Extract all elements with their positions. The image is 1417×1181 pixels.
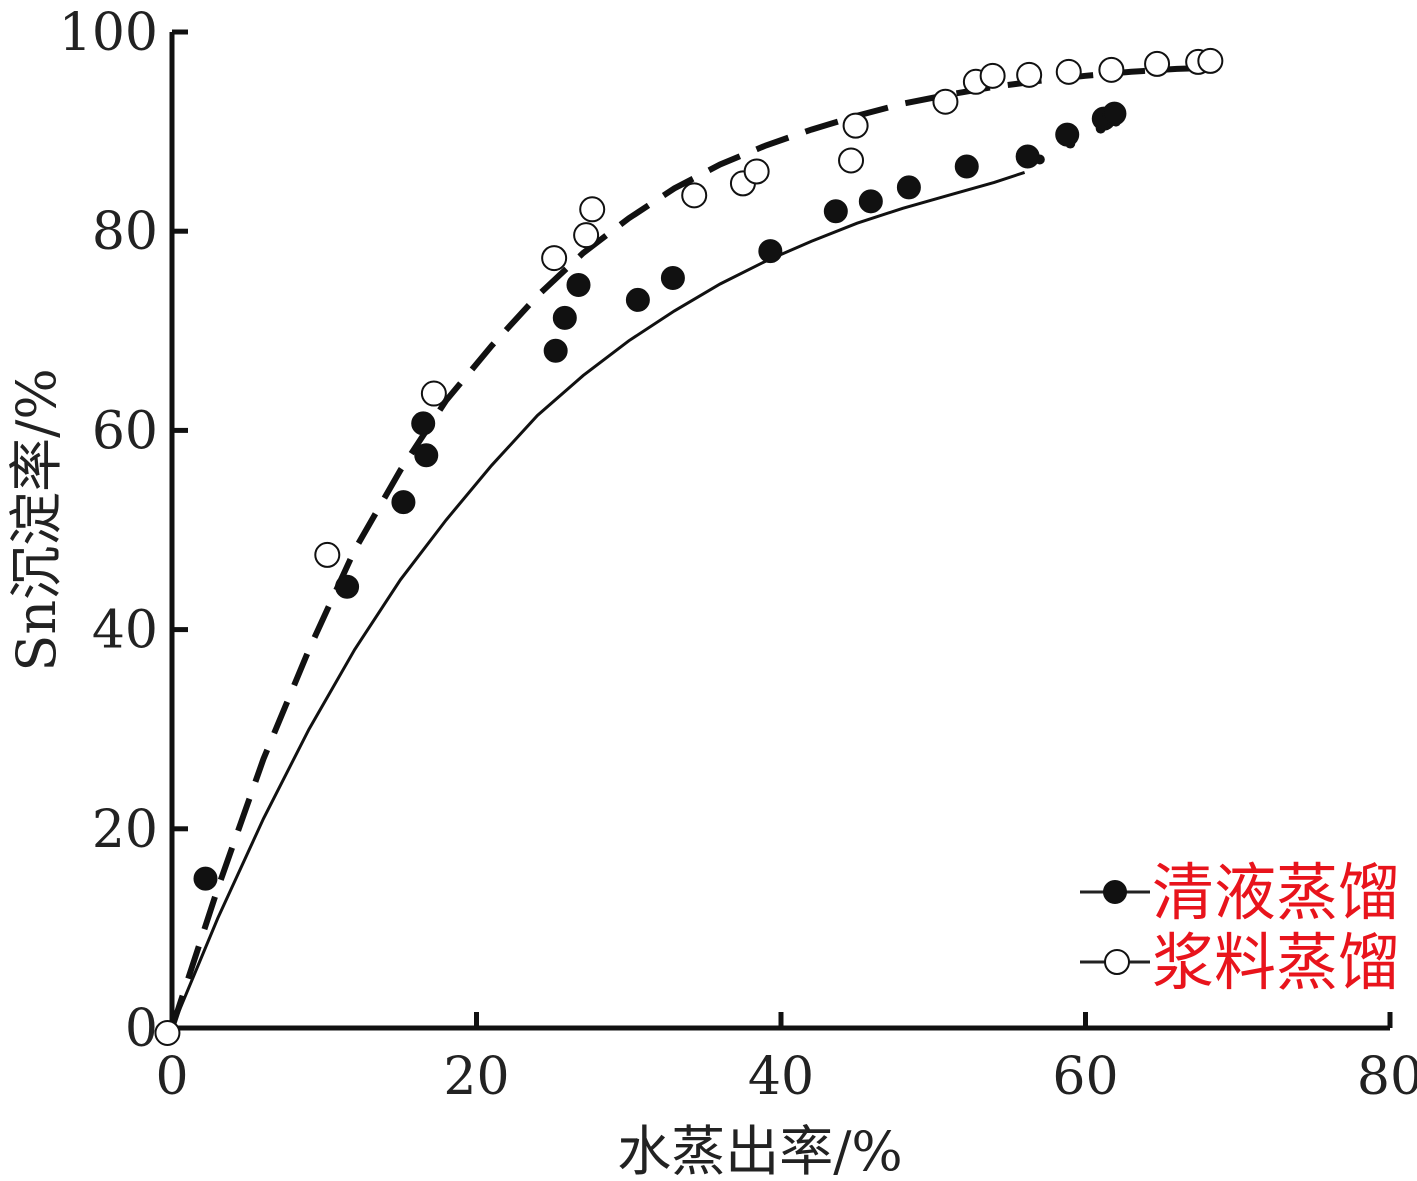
point-clear-liquid [193,866,218,891]
point-clear-liquid [858,189,883,214]
point-slurry [314,541,341,568]
y-tick-label: 100 [59,3,158,63]
y-axis-title: Sn沉淀率/% [5,368,68,671]
point-slurry [842,112,869,139]
point-slurry [743,158,770,185]
point-clear-liquid [543,338,568,363]
legend-marker-filled-circle [1103,880,1127,904]
fit-curve-clear-liquid [170,170,1026,1029]
x-tick-label: 80 [1357,1047,1417,1107]
point-clear-liquid [954,154,979,179]
point-slurry [420,380,447,407]
point-clear-liquid [1015,144,1040,169]
ticks: 0 20 40 60 80 100 0 20 40 60 80 [59,3,1417,1107]
point-clear-liquid [411,411,436,436]
y-tick-label: 0 [125,999,158,1059]
point-slurry [1197,47,1224,74]
point-clear-liquid [1055,122,1080,147]
point-slurry [579,196,606,223]
point-clear-liquid [758,239,783,264]
point-slurry [1098,56,1125,83]
fit-curve-slurry [169,64,1208,1029]
y-tick-label: 80 [92,202,158,262]
point-slurry [573,222,600,249]
point-slurry [1144,50,1171,77]
legend-label-clear-liquid: 清液蒸馏 [1152,856,1400,929]
point-clear-liquid [335,574,360,599]
x-tick-label: 40 [748,1047,814,1107]
x-axis-title: 水蒸出率/% [617,1120,903,1181]
y-tick-label: 40 [92,601,158,661]
point-clear-liquid [660,266,685,291]
point-slurry [1016,61,1043,88]
point-slurry [1055,58,1082,85]
legend-label-slurry: 浆料蒸馏 [1152,926,1400,999]
point-clear-liquid [896,175,921,200]
point-slurry [681,182,708,209]
point-clear-liquid [566,272,591,297]
point-slurry [154,1019,181,1046]
legend-item-slurry: 浆料蒸馏 [1080,926,1400,999]
point-slurry [979,62,1006,89]
x-tick-label: 60 [1052,1047,1118,1107]
legend-marker-open-circle [1104,949,1130,975]
point-clear-liquid [823,199,848,224]
y-tick-label: 20 [92,800,158,860]
point-slurry [932,88,959,115]
point-clear-liquid [391,490,416,515]
data-points [154,47,1224,1046]
point-clear-liquid [625,287,650,312]
point-slurry [838,147,865,174]
point-clear-liquid [414,443,439,468]
point-clear-liquid [552,305,577,330]
x-tick-label: 0 [155,1047,188,1107]
legend: 清液蒸馏 浆料蒸馏 [1080,856,1400,999]
x-tick-label: 20 [443,1047,509,1107]
legend-item-clear-liquid: 清液蒸馏 [1080,856,1400,929]
point-clear-liquid [1102,101,1127,126]
y-tick-label: 60 [92,401,158,461]
point-slurry [541,245,568,272]
